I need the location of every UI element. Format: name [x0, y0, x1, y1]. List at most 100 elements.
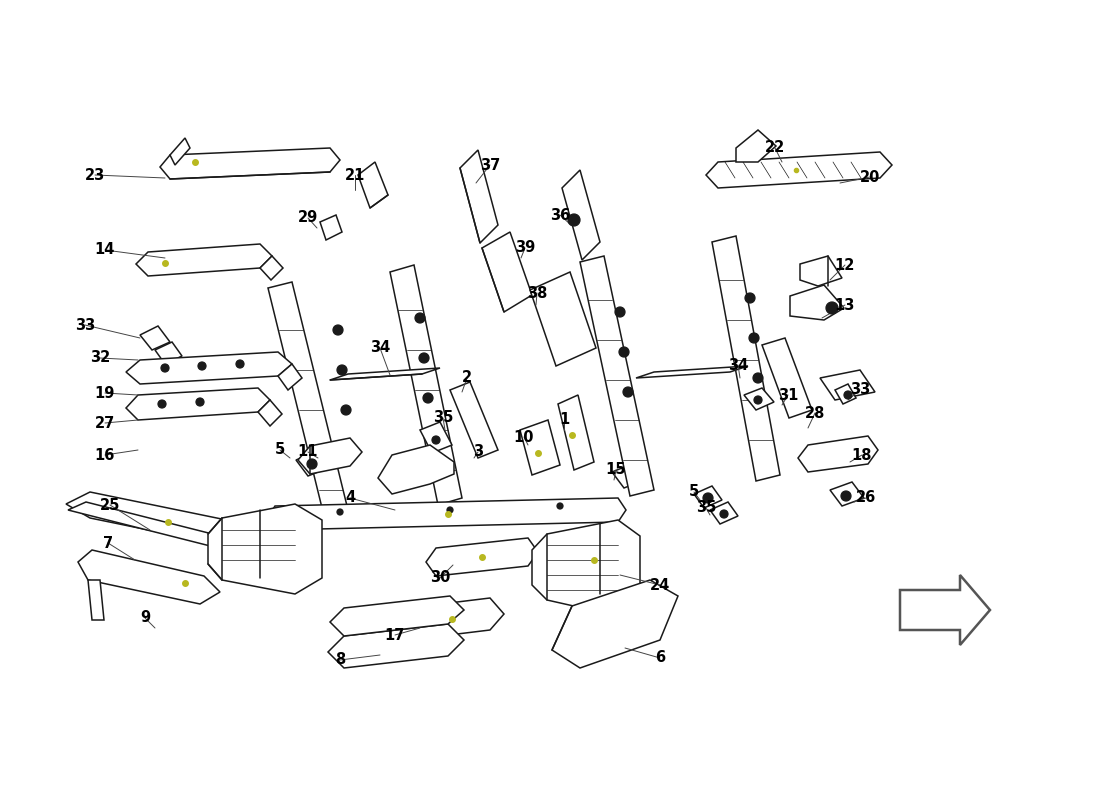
Polygon shape [762, 338, 812, 418]
Circle shape [447, 507, 453, 513]
Text: 38: 38 [527, 286, 547, 301]
Polygon shape [798, 436, 878, 472]
Polygon shape [258, 400, 282, 426]
Text: 27: 27 [95, 415, 116, 430]
Polygon shape [552, 580, 678, 668]
Circle shape [826, 302, 838, 314]
Polygon shape [706, 152, 892, 188]
Circle shape [720, 510, 728, 518]
Text: 15: 15 [606, 462, 626, 478]
Circle shape [415, 313, 425, 323]
Circle shape [619, 347, 629, 357]
Polygon shape [126, 388, 270, 420]
Polygon shape [320, 215, 342, 240]
Text: 23: 23 [85, 167, 106, 182]
Text: 21: 21 [344, 167, 365, 182]
Polygon shape [790, 285, 844, 320]
Circle shape [341, 405, 351, 415]
Polygon shape [155, 342, 182, 364]
Circle shape [158, 400, 166, 408]
Polygon shape [800, 256, 842, 286]
Polygon shape [712, 236, 780, 481]
Text: 34: 34 [728, 358, 748, 373]
Polygon shape [710, 502, 738, 524]
Circle shape [161, 364, 169, 372]
Text: 30: 30 [430, 570, 450, 586]
Text: 35: 35 [432, 410, 453, 426]
Text: 10: 10 [514, 430, 535, 445]
Polygon shape [744, 388, 774, 410]
Text: 36: 36 [550, 207, 570, 222]
Polygon shape [126, 352, 292, 384]
Polygon shape [900, 575, 990, 645]
Circle shape [557, 503, 563, 509]
Circle shape [419, 353, 429, 363]
Text: 28: 28 [805, 406, 825, 421]
Text: 26: 26 [856, 490, 876, 506]
Circle shape [703, 493, 713, 503]
Polygon shape [482, 232, 532, 312]
Polygon shape [88, 580, 104, 620]
Text: 20: 20 [860, 170, 880, 185]
Polygon shape [580, 256, 654, 496]
Circle shape [307, 459, 317, 469]
Text: 39: 39 [515, 241, 535, 255]
Polygon shape [520, 420, 560, 475]
Polygon shape [736, 130, 776, 162]
Text: 5: 5 [689, 485, 700, 499]
Polygon shape [394, 598, 504, 640]
Polygon shape [830, 482, 864, 506]
Polygon shape [66, 492, 270, 550]
Text: 14: 14 [95, 242, 116, 258]
Text: 32: 32 [90, 350, 110, 366]
Text: 29: 29 [298, 210, 318, 226]
Circle shape [568, 214, 580, 226]
Polygon shape [562, 170, 600, 260]
Text: 3: 3 [473, 445, 483, 459]
Polygon shape [420, 422, 452, 453]
Circle shape [754, 373, 763, 383]
Polygon shape [460, 150, 498, 243]
Polygon shape [390, 265, 462, 505]
Circle shape [842, 491, 851, 501]
Text: 18: 18 [851, 447, 872, 462]
Text: 17: 17 [385, 627, 405, 642]
Polygon shape [694, 486, 722, 508]
Text: 24: 24 [650, 578, 670, 593]
Text: 8: 8 [334, 653, 345, 667]
Polygon shape [170, 138, 190, 165]
Polygon shape [530, 272, 596, 366]
Text: 19: 19 [95, 386, 116, 401]
Polygon shape [78, 550, 220, 604]
Circle shape [745, 293, 755, 303]
Circle shape [337, 365, 346, 375]
Polygon shape [532, 520, 640, 616]
Polygon shape [636, 366, 748, 378]
Circle shape [623, 387, 632, 397]
Text: 11: 11 [298, 445, 318, 459]
Polygon shape [558, 395, 594, 470]
Text: 33: 33 [75, 318, 95, 333]
Text: 12: 12 [835, 258, 855, 273]
Circle shape [432, 436, 440, 444]
Polygon shape [330, 368, 440, 380]
Polygon shape [378, 445, 454, 494]
Text: 9: 9 [140, 610, 150, 626]
Text: 6: 6 [654, 650, 666, 666]
Polygon shape [835, 384, 856, 404]
Polygon shape [450, 382, 498, 458]
Text: 25: 25 [100, 498, 120, 513]
Polygon shape [298, 438, 362, 474]
Circle shape [844, 391, 852, 399]
Polygon shape [267, 498, 626, 530]
Circle shape [754, 396, 762, 404]
Text: 22: 22 [764, 141, 785, 155]
Polygon shape [278, 364, 303, 390]
Circle shape [196, 398, 204, 406]
Circle shape [198, 362, 206, 370]
Text: 2: 2 [462, 370, 472, 386]
Text: 5: 5 [275, 442, 285, 458]
Circle shape [236, 360, 244, 368]
Polygon shape [358, 162, 388, 208]
Polygon shape [328, 624, 464, 668]
